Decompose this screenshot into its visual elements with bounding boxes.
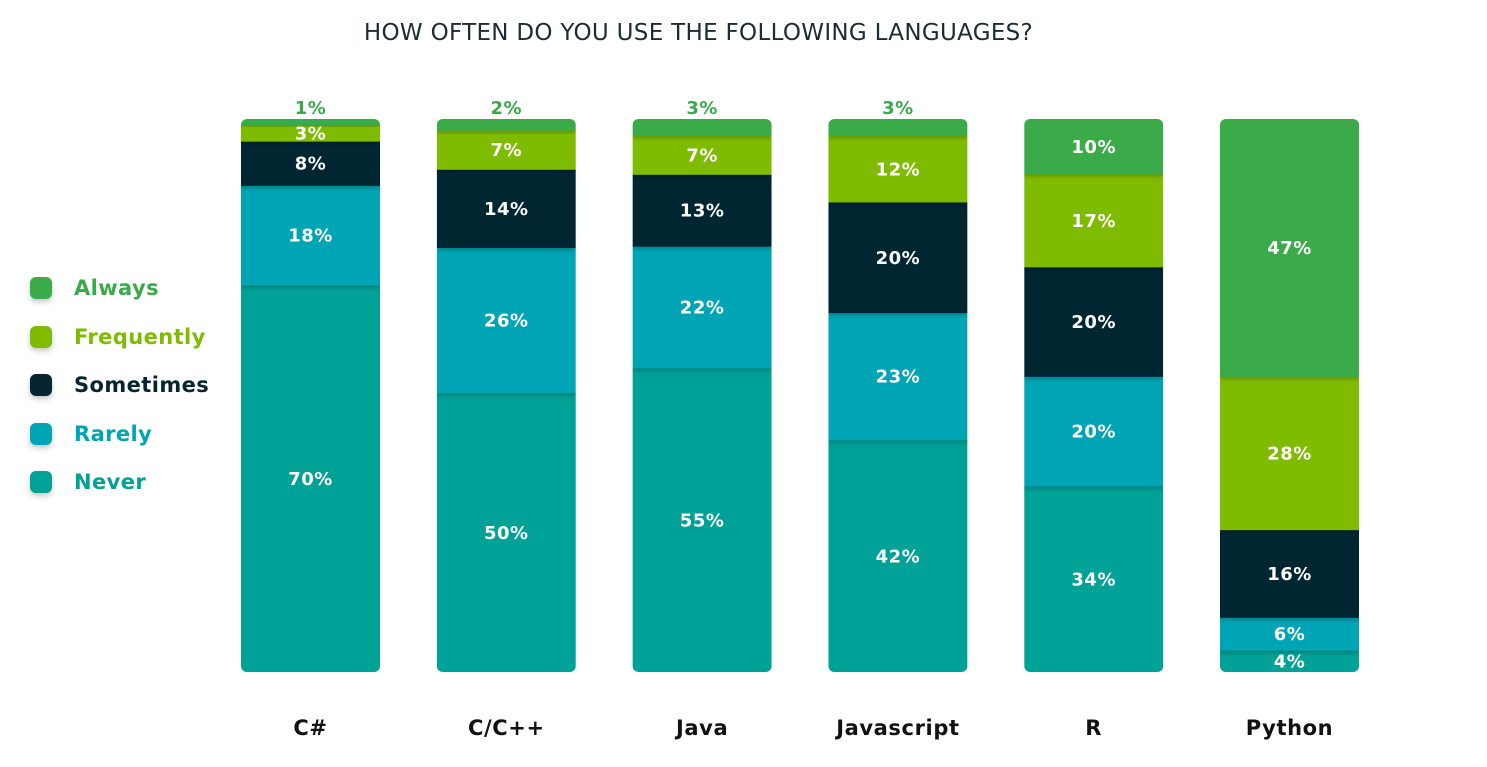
bar-segment-rarely [436, 247, 576, 394]
legend-label: Always [74, 276, 159, 301]
bar-segment-frequently [1220, 376, 1359, 531]
bar-segment-always [828, 119, 968, 137]
bar-segment-sometimes [436, 169, 576, 248]
data-label: 3% [882, 98, 914, 119]
category-label: C# [293, 716, 327, 740]
legend-swatch [30, 374, 52, 397]
category-label: R [1085, 716, 1102, 740]
bar-c-c- [436, 119, 576, 672]
bar-segment-rarely [241, 185, 380, 286]
legend-item-rarely: Rarely [30, 410, 209, 459]
data-label: 16% [1267, 564, 1312, 585]
bar-segment-always [436, 119, 576, 131]
bar-segment-sometimes [1220, 529, 1359, 618]
bar-python [1220, 119, 1359, 672]
legend-item-frequently: Frequently [30, 313, 209, 362]
legend-swatch [30, 325, 52, 348]
data-label: 2% [491, 98, 523, 119]
data-label: 8% [295, 154, 327, 175]
data-label: 12% [876, 159, 921, 180]
data-label: 7% [686, 145, 718, 166]
bar-c- [241, 119, 380, 672]
data-label: 50% [484, 523, 529, 544]
bar-segment-never [1024, 485, 1164, 672]
bar-segment-sometimes [632, 174, 772, 247]
legend-swatch [30, 277, 52, 300]
bar-segment-always [1220, 119, 1359, 377]
bar-segment-rarely [632, 246, 772, 369]
bar-segment-sometimes [828, 201, 968, 314]
legend-item-always: Always [30, 264, 209, 313]
legend: Always Frequently Sometimes Rarely Never [30, 264, 209, 507]
data-label: 20% [876, 248, 921, 269]
data-label: 22% [680, 298, 725, 319]
bar-r [1024, 119, 1164, 672]
bar-segment-never [632, 367, 772, 672]
data-label: 23% [876, 367, 921, 388]
data-label: 20% [1071, 422, 1116, 443]
bar-segment-frequently [1024, 173, 1164, 268]
chart-title: HOW OFTEN DO YOU USE THE FOLLOWING LANGU… [363, 20, 1034, 46]
bar-segment-rarely [1024, 376, 1164, 487]
data-label: 3% [295, 123, 327, 144]
legend-swatch [30, 422, 52, 445]
data-label: 55% [680, 510, 725, 531]
data-label: 18% [288, 226, 333, 247]
bar-java [632, 119, 772, 672]
data-label: 26% [484, 311, 529, 332]
bar-segment-never [241, 284, 380, 672]
data-label: 42% [876, 546, 921, 567]
bar-segment-never [1220, 650, 1359, 672]
bar-segment-always [1024, 119, 1164, 175]
data-label: 1% [295, 98, 327, 119]
data-label: 4% [1274, 652, 1306, 673]
category-label: Java [674, 716, 728, 740]
bar-segment-sometimes [1024, 266, 1164, 377]
data-label: 14% [484, 199, 529, 220]
bar-javascript [828, 119, 968, 672]
data-label: 10% [1071, 137, 1116, 158]
legend-label: Sometimes [74, 373, 210, 398]
legend-swatch [30, 471, 52, 494]
bar-segment-always [241, 119, 380, 126]
bar-segment-frequently [436, 130, 576, 170]
legend-label: Frequently [74, 324, 206, 349]
data-label: 70% [288, 469, 333, 490]
bar-segment-frequently [632, 135, 772, 175]
data-label: 3% [686, 98, 718, 119]
bar-segment-never [436, 392, 576, 672]
data-label: 34% [1071, 569, 1116, 590]
legend-label: Never [74, 470, 147, 495]
bar-segment-sometimes [241, 141, 380, 186]
bar-segment-rarely [828, 312, 968, 441]
category-label: C/C++ [468, 716, 545, 740]
bar-segment-always [632, 119, 772, 137]
legend-label: Rarely [74, 421, 153, 446]
data-label: 47% [1267, 238, 1312, 259]
data-label: 13% [680, 201, 725, 222]
data-label: 20% [1071, 312, 1116, 333]
bar-segment-frequently [828, 135, 968, 203]
data-label: 28% [1267, 443, 1312, 464]
data-label: 17% [1071, 211, 1116, 232]
bar-segment-never [828, 439, 968, 672]
bar-segment-frequently [241, 124, 380, 142]
legend-item-sometimes: Sometimes [30, 361, 209, 410]
data-label: 7% [491, 140, 523, 161]
legend-item-never: Never [30, 458, 209, 507]
bar-segment-rarely [1220, 617, 1359, 651]
data-label: 6% [1274, 624, 1306, 645]
category-label: Javascript [834, 716, 959, 740]
category-label: Python [1246, 716, 1333, 740]
